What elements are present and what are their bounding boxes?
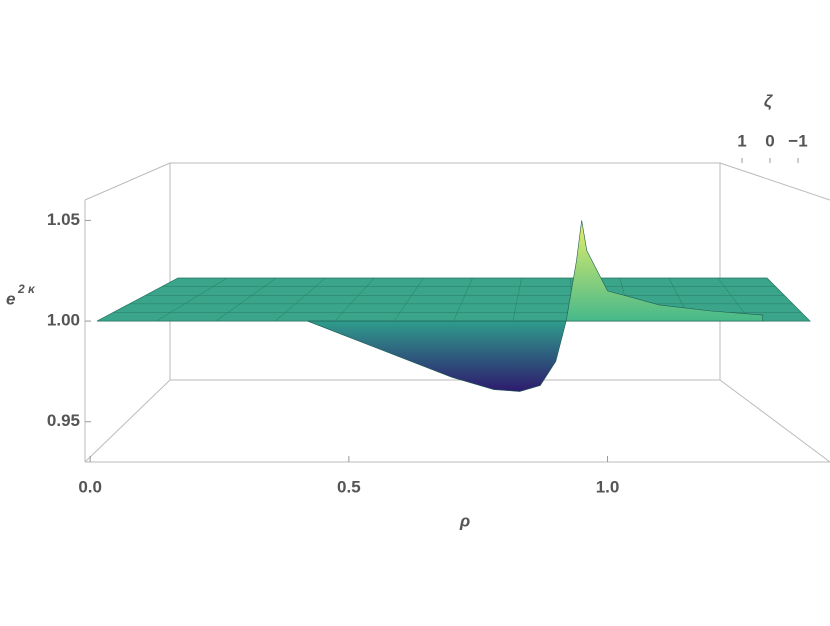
box-edge: [84, 379, 171, 463]
surface-peak: [565, 220, 764, 322]
box-edge: [719, 162, 830, 201]
z-tick-label: 0.95: [47, 411, 80, 430]
z-tick-label: 1.00: [47, 311, 80, 330]
mesh-line: [275, 277, 326, 322]
y-tick-label: 0: [765, 131, 774, 150]
y-tick-label: 1: [737, 131, 746, 150]
z-tick-label: 1.05: [47, 210, 80, 229]
y-axis-label: ζ: [764, 91, 774, 110]
x-tick-label: 0.0: [78, 477, 102, 496]
z-axis-label-exponent: 2 κ: [17, 282, 36, 296]
x-axis-label: ρ: [459, 511, 470, 530]
mesh-line: [393, 277, 424, 322]
mesh-line: [512, 278, 522, 322]
mesh-line: [453, 277, 473, 322]
mesh-line: [156, 277, 228, 322]
x-tick-label: 0.5: [337, 477, 361, 496]
mesh-line: [334, 277, 375, 322]
box-edge: [84, 162, 171, 201]
y-tick-label: −1: [788, 131, 807, 150]
x-tick-label: 1.0: [596, 477, 620, 496]
box-edge: [719, 379, 830, 463]
surface-dip: [307, 320, 567, 392]
mesh-line: [215, 277, 277, 322]
z-axis-label: e: [6, 289, 15, 308]
